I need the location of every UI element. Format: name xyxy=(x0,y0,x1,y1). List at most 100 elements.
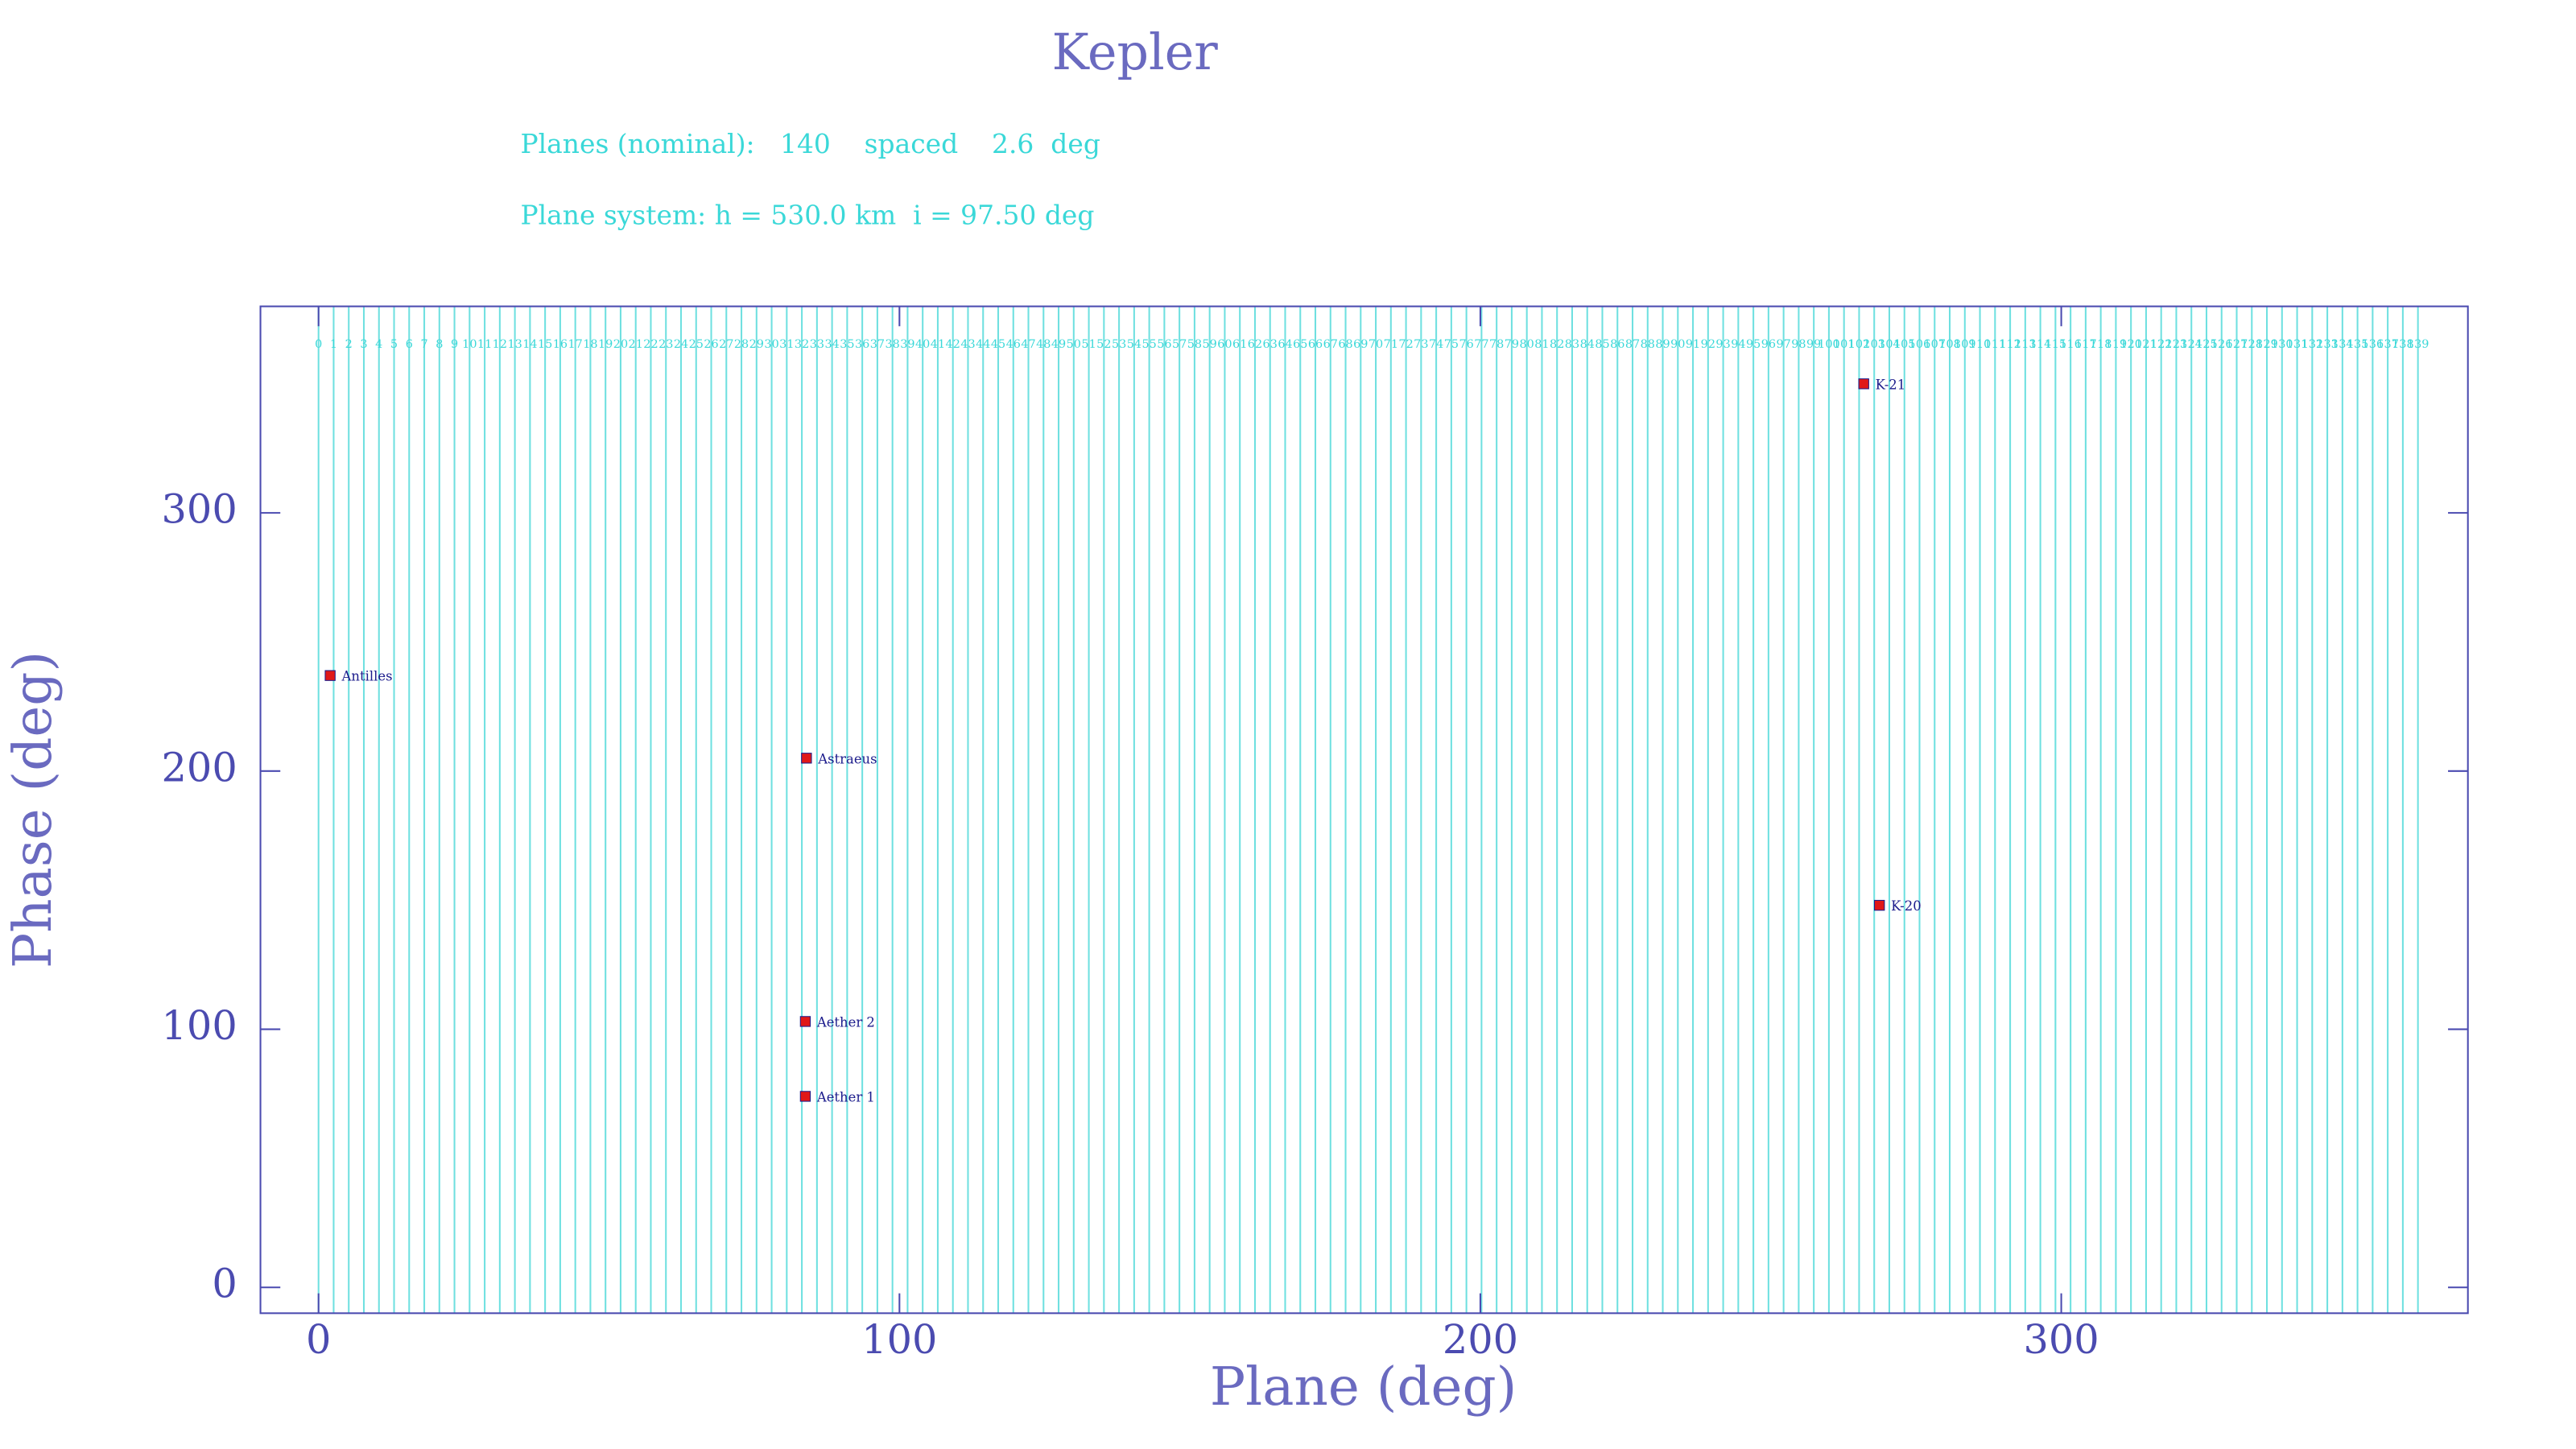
x-tick-label: 200 xyxy=(1443,1316,1518,1363)
chart-title: Kepler xyxy=(1052,23,1219,81)
plane-label: 9 xyxy=(451,338,458,351)
plane-label: 7 xyxy=(420,338,427,351)
plane-label: 27 xyxy=(719,338,733,351)
plane-label: 135 xyxy=(2347,338,2368,351)
plane-label: 106 xyxy=(1909,338,1930,351)
plane-label: 18 xyxy=(583,338,597,351)
plane-label: 81 xyxy=(1534,338,1549,351)
point-label: K-21 xyxy=(1876,377,1906,392)
plane-label: 74 xyxy=(1429,338,1443,351)
y-tick-label: 200 xyxy=(162,744,237,791)
plane-label: 75 xyxy=(1444,338,1459,351)
plane-label: 5 xyxy=(390,338,398,351)
plane-label: 70 xyxy=(1368,338,1383,351)
point xyxy=(324,670,336,681)
plane-label: 121 xyxy=(2135,338,2157,351)
plane-label: 87 xyxy=(1625,338,1640,351)
plane-label: 30 xyxy=(764,338,778,351)
plane-label: 33 xyxy=(810,338,824,351)
plane-label: 102 xyxy=(1848,338,1870,351)
plane-label: 22 xyxy=(643,338,658,351)
plane-label: 38 xyxy=(886,338,900,351)
plane-label: 60 xyxy=(1217,338,1232,351)
plane-label: 42 xyxy=(946,338,960,351)
plot-frame xyxy=(259,305,2469,1315)
plane-label: 58 xyxy=(1187,338,1202,351)
plane-label: 132 xyxy=(2301,338,2323,351)
plane-label: 95 xyxy=(1746,338,1761,351)
plane-label: 10 xyxy=(462,338,477,351)
plane-label: 11 xyxy=(477,338,492,351)
plane-label: 131 xyxy=(2286,338,2308,351)
x-tick-label: 300 xyxy=(2023,1316,2099,1363)
plane-label: 130 xyxy=(2271,338,2293,351)
plane-label: 83 xyxy=(1565,338,1579,351)
plane-label: 25 xyxy=(689,338,704,351)
plane-label: 124 xyxy=(2180,338,2202,351)
plane-label: 79 xyxy=(1505,338,1519,351)
plane-label: 59 xyxy=(1203,338,1217,351)
plane-label: 31 xyxy=(779,338,794,351)
plane-label: 8 xyxy=(436,338,443,351)
y-tick-label: 300 xyxy=(162,486,237,533)
point-label: Astraeus xyxy=(817,751,877,766)
plane-label: 65 xyxy=(1293,338,1307,351)
point xyxy=(1858,378,1869,390)
plane-label: 37 xyxy=(870,338,885,351)
plane-label: 68 xyxy=(1338,338,1352,351)
plane-label: 43 xyxy=(960,338,975,351)
point xyxy=(801,753,812,764)
point-label: K-20 xyxy=(1891,898,1922,914)
plane-label: 35 xyxy=(840,338,854,351)
plane-label: 109 xyxy=(1954,338,1975,351)
plane-label: 1 xyxy=(330,338,337,351)
plane-label: 40 xyxy=(915,338,930,351)
plane-label: 134 xyxy=(2331,338,2353,351)
plane-label: 4 xyxy=(375,338,382,351)
plane-label: 13 xyxy=(507,338,522,351)
plane-label: 2 xyxy=(345,338,353,351)
plane-label: 32 xyxy=(795,338,809,351)
plane-label: 63 xyxy=(1263,338,1278,351)
plane-label: 120 xyxy=(2120,338,2141,351)
plane-label: 113 xyxy=(2014,338,2036,351)
plane-label: 41 xyxy=(931,338,945,351)
plane-label: 129 xyxy=(2256,338,2277,351)
plane-label: 71 xyxy=(1384,338,1398,351)
plane-label: 122 xyxy=(2150,338,2172,351)
plane-label: 57 xyxy=(1172,338,1187,351)
plane-label: 56 xyxy=(1157,338,1171,351)
plane-label: 12 xyxy=(493,338,507,351)
plane-label: 133 xyxy=(2316,338,2338,351)
plane-label: 108 xyxy=(1938,338,1960,351)
plane-label: 55 xyxy=(1141,338,1156,351)
x-tick-label: 0 xyxy=(306,1316,331,1363)
y-tick-label: 100 xyxy=(162,1002,237,1049)
plane-label: 104 xyxy=(1878,338,1900,351)
plane-label: 110 xyxy=(1969,338,1991,351)
x-tick-label: 100 xyxy=(861,1316,937,1363)
plane-label: 61 xyxy=(1232,338,1247,351)
plane-label: 14 xyxy=(522,338,537,351)
plane-label: 128 xyxy=(2241,338,2263,351)
plane-label: 54 xyxy=(1127,338,1141,351)
plane-label: 29 xyxy=(749,338,764,351)
plane-label: 91 xyxy=(1686,338,1700,351)
plane-label: 23 xyxy=(658,338,673,351)
plane-label: 85 xyxy=(1595,338,1609,351)
plane-label: 19 xyxy=(598,338,613,351)
plane-label: 115 xyxy=(2045,338,2066,351)
point xyxy=(1874,899,1885,911)
subtitle: Planes (nominal): 140 spaced 2.6 deg xyxy=(521,128,1100,159)
y-axis-label: Phase (deg) xyxy=(2,651,64,968)
plane-label: 97 xyxy=(1776,338,1790,351)
plane-label: 100 xyxy=(1818,338,1839,351)
plane-label: 93 xyxy=(1715,338,1730,351)
plane-label: 107 xyxy=(1924,338,1946,351)
plane-label: 105 xyxy=(1893,338,1915,351)
plane-label: 69 xyxy=(1353,338,1368,351)
plane-label: 82 xyxy=(1550,338,1564,351)
plane-label: 39 xyxy=(900,338,914,351)
